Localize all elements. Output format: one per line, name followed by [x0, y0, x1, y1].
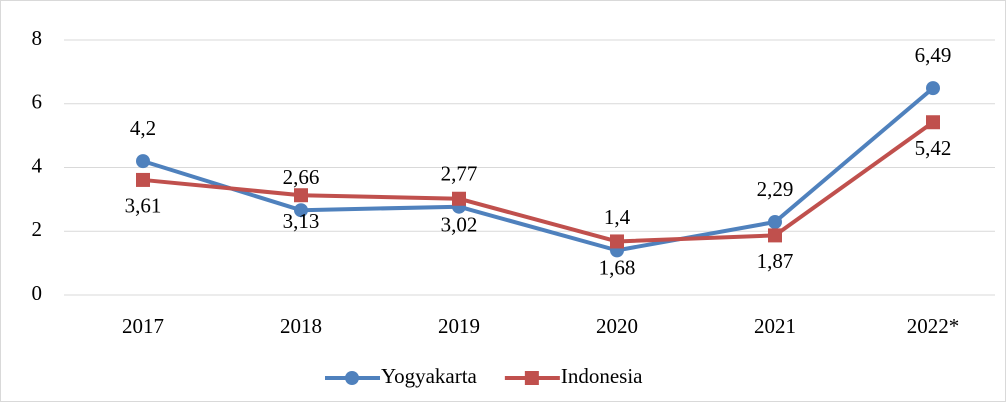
legend-marker	[524, 371, 539, 385]
data-label: 2,66	[283, 165, 320, 189]
y-tick-label: 6	[32, 90, 43, 114]
data-label: 1,68	[599, 255, 636, 279]
legend-label: Indonesia	[561, 364, 643, 388]
x-tick-label: 2017	[122, 314, 164, 338]
data-label: 4,2	[130, 116, 156, 140]
x-tick-label: 2019	[438, 314, 480, 338]
data-point	[768, 228, 782, 243]
y-tick-label: 4	[32, 153, 43, 177]
data-point	[926, 115, 940, 130]
data-point	[294, 203, 308, 218]
data-label: 1,87	[757, 249, 794, 273]
data-point	[136, 154, 150, 169]
data-label: 2,29	[757, 177, 794, 201]
data-point	[768, 215, 782, 230]
x-tick-label: 2018	[280, 314, 322, 338]
data-label: 3,13	[283, 209, 320, 233]
y-tick-label: 2	[32, 217, 43, 241]
data-point	[294, 188, 308, 203]
data-label: 3,02	[441, 213, 478, 237]
data-label: 3,61	[125, 194, 162, 218]
data-label: 2,77	[441, 162, 478, 186]
y-tick-label: 8	[32, 26, 43, 50]
data-point	[136, 172, 150, 187]
legend-label: Yogyakarta	[381, 364, 478, 388]
data-point	[452, 191, 466, 206]
x-tick-label: 2022*	[907, 314, 960, 338]
series-line	[142, 86, 935, 253]
y-tick-label: 0	[32, 281, 43, 305]
legend-marker	[345, 371, 359, 385]
x-tick-label: 2020	[596, 314, 638, 338]
data-label: 1,4	[604, 205, 631, 229]
x-tick-label: 2021	[754, 314, 796, 338]
series-line	[142, 120, 935, 244]
data-point	[926, 81, 940, 96]
data-label: 6,49	[915, 43, 952, 67]
data-point	[610, 234, 624, 249]
data-label: 5,42	[915, 136, 952, 160]
